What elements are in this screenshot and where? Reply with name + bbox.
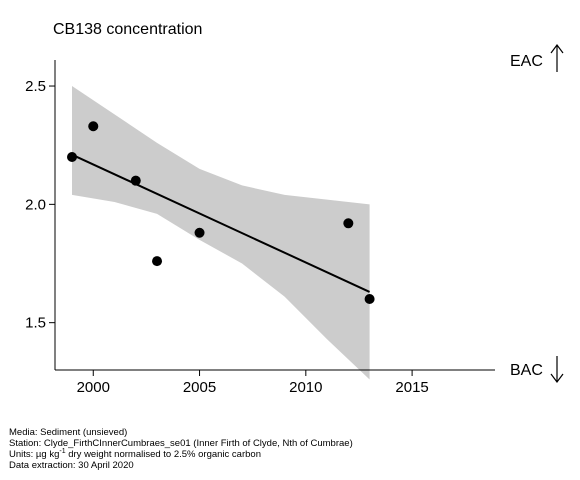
footer-media: Media: Sediment (unsieved) (9, 427, 128, 438)
data-point-3 (130, 175, 141, 186)
bac-label: BAC (510, 362, 543, 379)
data-point-4 (152, 256, 163, 267)
trend-line (71, 153, 371, 293)
trend-layer (71, 153, 371, 293)
x-ticks: 2000 2005 2010 2015 (77, 370, 429, 396)
footer-units-prefix: Units: µg kg (9, 449, 60, 460)
data-point-1 (67, 152, 78, 163)
footer-units-sup: -1 (59, 447, 66, 455)
confidence-band (72, 86, 370, 380)
axes (54, 60, 495, 371)
arrow-up-icon (550, 44, 564, 72)
x-tick-label: 2015 (395, 379, 428, 396)
points-layer (67, 121, 375, 305)
footer-units-suffix: dry weight normalised to 2.5% organic ca… (65, 449, 261, 460)
data-point-5 (194, 227, 205, 238)
data-point-7 (364, 294, 375, 305)
x-tick-label: 2010 (289, 379, 322, 396)
chart-title: CB138 concentration (53, 21, 202, 38)
eac-label: EAC (510, 53, 543, 70)
y-ticks: 1.5 2.0 2.5 (25, 78, 55, 332)
y-tick-label: 2.5 (25, 78, 46, 95)
arrow-down-icon (550, 356, 564, 383)
data-point-6 (343, 218, 354, 229)
confidence-band-layer (72, 86, 370, 380)
footer: Media: Sediment (unsieved) Station: Clyd… (9, 427, 353, 471)
footer-units: Units: µg kg-1 dry weight normalised to … (9, 447, 353, 460)
x-tick-label: 2000 (77, 379, 110, 396)
footer-station: Station: Clyde_FirthCInnerCumbraes_se01 … (9, 438, 353, 449)
footer-extraction: Data extraction: 30 April 2020 (9, 460, 134, 471)
chart: CB138 concentration 1.52.02.5 2000 2005 20… (25, 21, 564, 396)
x-tick-label: 2005 (183, 379, 216, 396)
y-tick-label: 1.5 (25, 315, 46, 332)
y-tick-label: 2.0 (25, 196, 46, 213)
data-point-2 (88, 121, 99, 132)
